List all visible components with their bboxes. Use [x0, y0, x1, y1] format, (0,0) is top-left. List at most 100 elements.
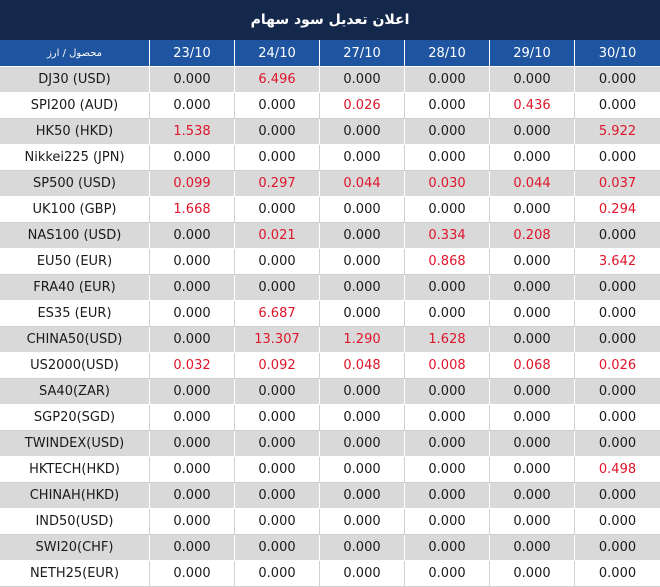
instrument-name: HKTECH(HKD): [0, 457, 150, 483]
dividend-value: 0.000: [150, 223, 235, 249]
dividend-value: 0.000: [235, 275, 320, 301]
header-date: 23/10: [150, 40, 235, 67]
dividend-value: 0.000: [575, 535, 660, 561]
instrument-name: NAS100 (USD): [0, 223, 150, 249]
dividend-value: 0.000: [235, 197, 320, 223]
dividend-value: 0.000: [405, 379, 490, 405]
header-instrument: محصول / ارز: [0, 40, 150, 67]
dividend-value: 0.294: [575, 197, 660, 223]
table-row: SWI20(CHF) 0.000 0.000 0.000 0.000 0.000 0.000: [0, 535, 660, 561]
instrument-name: FRA40 (EUR): [0, 275, 150, 301]
dividend-value: 0.000: [150, 249, 235, 275]
table-row: HKTECH(HKD) 0.000 0.000 0.000 0.000 0.000 0.49…: [0, 457, 660, 483]
dividend-value: 0.000: [320, 457, 405, 483]
dividend-value: 1.628: [405, 327, 490, 353]
dividend-value: 0.000: [490, 561, 575, 587]
header-date: 29/10: [490, 40, 575, 67]
dividend-value: 0.000: [320, 483, 405, 509]
dividend-value: 0.000: [405, 67, 490, 93]
dividend-value: 5.922: [575, 119, 660, 145]
dividend-value: 0.000: [150, 301, 235, 327]
dividend-value: 0.000: [405, 119, 490, 145]
dividend-value: 0.000: [320, 249, 405, 275]
table-header-row: محصول / ارز 23/10 24/10 27/10 28/10 29/1…: [0, 40, 660, 67]
dividend-value: 0.044: [490, 171, 575, 197]
dividend-value: 0.000: [320, 197, 405, 223]
table-body: DJ30 (USD) 0.000 6.496 0.000 0.000 0.000 0.000…: [0, 67, 660, 587]
dividend-value: 0.000: [150, 561, 235, 587]
dividend-value: 0.000: [405, 197, 490, 223]
instrument-name: US2000(USD): [0, 353, 150, 379]
dividend-value: 0.000: [490, 67, 575, 93]
dividend-value: 0.000: [150, 431, 235, 457]
instrument-name: SA40(ZAR): [0, 379, 150, 405]
instrument-name: CHINA50(USD): [0, 327, 150, 353]
dividend-value: 0.498: [575, 457, 660, 483]
table-row: EU50 (EUR) 0.000 0.000 0.000 0.868 0.000 3.642: [0, 249, 660, 275]
dividend-value: 0.000: [575, 431, 660, 457]
dividend-value: 0.000: [575, 327, 660, 353]
dividend-value: 0.000: [575, 379, 660, 405]
dividend-value: 0.000: [235, 431, 320, 457]
instrument-name: TWINDEX(USD): [0, 431, 150, 457]
header-date: 30/10: [575, 40, 660, 67]
dividend-value: 0.000: [405, 431, 490, 457]
dividend-value: 0.000: [235, 483, 320, 509]
dividend-value: 6.496: [235, 67, 320, 93]
dividend-value: 0.030: [405, 171, 490, 197]
dividend-value: 0.092: [235, 353, 320, 379]
dividend-value: 0.000: [150, 275, 235, 301]
table-row: TWINDEX(USD) 0.000 0.000 0.000 0.000 0.000 0.0…: [0, 431, 660, 457]
header-date: 28/10: [405, 40, 490, 67]
instrument-name: CHINAH(HKD): [0, 483, 150, 509]
table-row: HK50 (HKD) 1.538 0.000 0.000 0.000 0.000 5.922: [0, 119, 660, 145]
instrument-name: SP500 (USD): [0, 171, 150, 197]
dividend-value: 0.000: [575, 67, 660, 93]
dividend-value: 0.000: [490, 197, 575, 223]
dividend-value: 0.000: [150, 535, 235, 561]
dividend-value: 0.000: [150, 483, 235, 509]
dividend-value: 0.000: [235, 119, 320, 145]
table-row: SGP20(SGD) 0.000 0.000 0.000 0.000 0.000 0.000: [0, 405, 660, 431]
instrument-name: NETH25(EUR): [0, 561, 150, 587]
dividend-value: 1.290: [320, 327, 405, 353]
dividend-value: 0.000: [490, 379, 575, 405]
dividend-value: 0.021: [235, 223, 320, 249]
dividend-value: 0.048: [320, 353, 405, 379]
dividend-value: 0.000: [575, 145, 660, 171]
dividend-value: 0.000: [320, 561, 405, 587]
dividend-value: 0.000: [150, 145, 235, 171]
header-date: 24/10: [235, 40, 320, 67]
table-row: Nikkei225 (JPN) 0.000 0.000 0.000 0.000 0.000…: [0, 145, 660, 171]
dividend-value: 0.000: [235, 457, 320, 483]
instrument-name: SWI20(CHF): [0, 535, 150, 561]
dividend-value: 0.000: [150, 67, 235, 93]
dividend-value: 0.000: [320, 145, 405, 171]
dividend-value: 0.000: [490, 119, 575, 145]
dividend-value: 0.000: [235, 509, 320, 535]
dividend-value: 0.068: [490, 353, 575, 379]
dividend-value: 0.000: [235, 145, 320, 171]
dividend-value: 0.026: [320, 93, 405, 119]
dividend-value: 0.000: [235, 561, 320, 587]
dividend-value: 0.000: [490, 249, 575, 275]
dividend-value: 0.000: [235, 535, 320, 561]
dividend-value: 0.000: [575, 275, 660, 301]
dividend-value: 0.000: [405, 483, 490, 509]
instrument-name: HK50 (HKD): [0, 119, 150, 145]
dividend-value: 0.000: [320, 301, 405, 327]
instrument-name: Nikkei225 (JPN): [0, 145, 150, 171]
table-row: US2000(USD) 0.032 0.092 0.048 0.008 0.068 0.02…: [0, 353, 660, 379]
dividend-value: 0.000: [575, 561, 660, 587]
table-row: IND50(USD) 0.000 0.000 0.000 0.000 0.000 0.000: [0, 509, 660, 535]
instrument-name: SGP20(SGD): [0, 405, 150, 431]
dividend-value: 0.026: [575, 353, 660, 379]
dividend-value: 0.000: [490, 535, 575, 561]
dividend-value: 0.000: [490, 275, 575, 301]
dividend-value: 1.538: [150, 119, 235, 145]
dividend-value: 0.000: [320, 67, 405, 93]
dividend-value: 0.000: [575, 93, 660, 119]
dividend-value: 0.436: [490, 93, 575, 119]
dividend-value: 0.000: [150, 327, 235, 353]
